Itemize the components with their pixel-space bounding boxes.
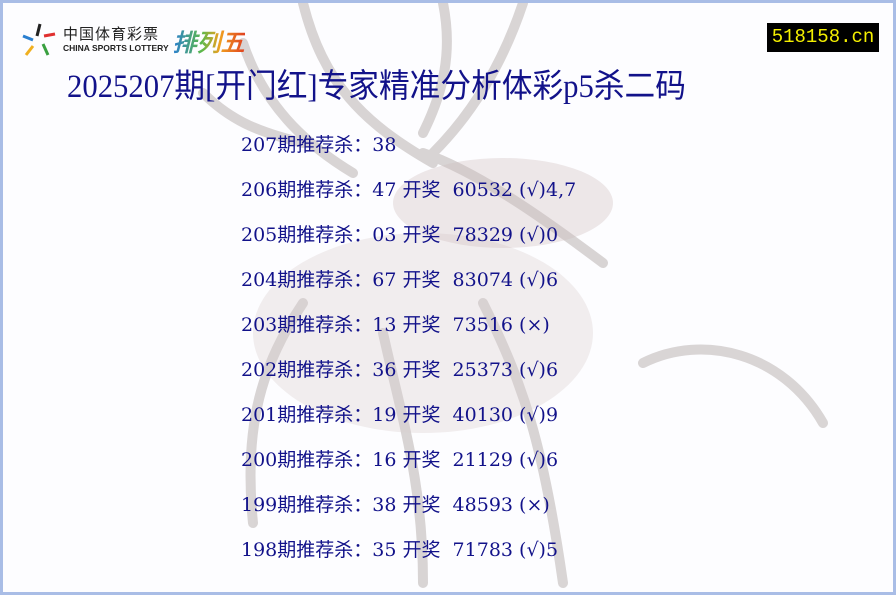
prediction-row: 198期推荐杀：35 开奖 71783 (√)5 — [241, 539, 559, 561]
lottery-star-icon — [22, 23, 56, 56]
logo-chinese-text: 中国体育彩票 — [63, 25, 160, 43]
site-badge[interactable]: 518158.cn — [767, 23, 879, 52]
china-sports-lottery-logo: 中国体育彩票 CHINA SPORTS LOTTERY 排列五 — [21, 21, 245, 59]
deer-background-illustration — [198, 3, 828, 588]
page-title: 2025207期[开门红]专家精准分析体彩p5杀二码 — [67, 69, 686, 105]
prediction-row: 200期推荐杀：16 开奖 21129 (√)6 — [241, 449, 559, 471]
prediction-row: 202期推荐杀：36 开奖 25373 (√)6 — [241, 359, 559, 381]
prediction-list: 207期推荐杀：38 206期推荐杀：47 开奖 60532 (√)4,7 20… — [241, 130, 576, 580]
prediction-row: 206期推荐杀：47 开奖 60532 (√)4,7 — [241, 179, 577, 201]
prediction-row: 199期推荐杀：38 开奖 48593 (×) — [241, 494, 550, 516]
prediction-row: 204期推荐杀：67 开奖 83074 (√)6 — [241, 269, 559, 291]
prediction-row: 207期推荐杀：38 — [241, 134, 397, 156]
logo-game-name: 排列五 — [173, 23, 245, 58]
logo-english-text: CHINA SPORTS LOTTERY — [63, 43, 169, 53]
prediction-row: 203期推荐杀：13 开奖 73516 (×) — [241, 314, 550, 336]
prediction-row: 205期推荐杀：03 开奖 78329 (√)0 — [241, 224, 559, 246]
prediction-row: 201期推荐杀：19 开奖 40130 (√)9 — [241, 404, 559, 426]
